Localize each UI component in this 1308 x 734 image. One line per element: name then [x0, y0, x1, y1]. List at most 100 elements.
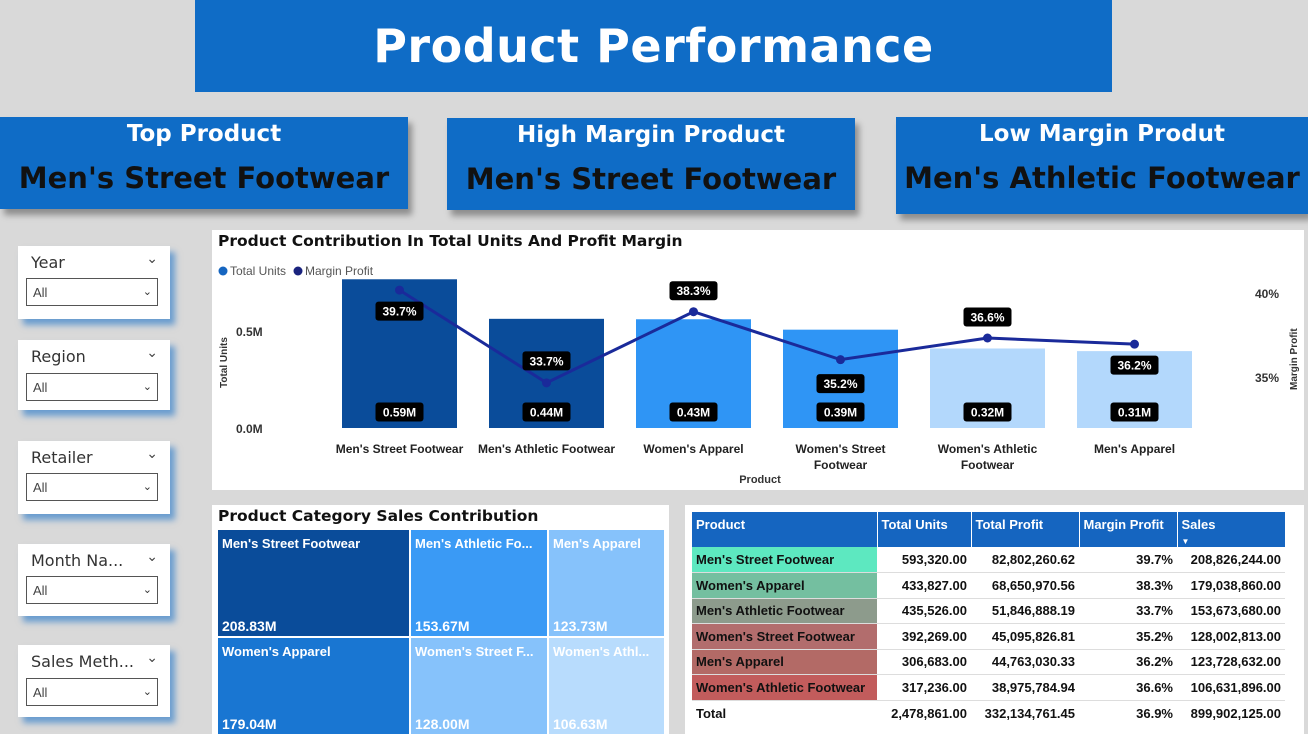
- line-data-label-bg: [816, 374, 865, 394]
- treemap-cell-label: Men's Athletic Fo...: [415, 536, 533, 551]
- slicer-dropdown[interactable]: All ⌄: [26, 473, 158, 501]
- chevron-down-icon: ⌄: [142, 686, 152, 698]
- cell-product: Women's Athletic Footwear: [692, 674, 877, 701]
- slicer-dropdown[interactable]: All ⌄: [26, 576, 158, 604]
- cell-total-units: 317,236.00: [877, 674, 971, 701]
- line-data-label-bg: [669, 281, 718, 301]
- cell-sales: 106,631,896.00: [1177, 674, 1285, 701]
- table-row[interactable]: Men's Street Footwear 593,320.00 82,802,26…: [692, 547, 1285, 573]
- chevron-down-icon[interactable]: ⌄: [146, 649, 158, 665]
- cell-sales: 128,002,813.00: [1177, 623, 1285, 650]
- slicer-dropdown[interactable]: All ⌄: [26, 373, 158, 401]
- x-axis-tick-label: Men's Apparel: [1094, 442, 1175, 456]
- chevron-down-icon[interactable]: ⌄: [146, 344, 158, 360]
- slicer-label: Month Na...: [31, 551, 124, 570]
- chevron-down-icon[interactable]: ⌄: [146, 548, 158, 564]
- combo-chart: Total Units Margin Profit 0.5M 0.0M Tota…: [218, 264, 1300, 486]
- y2-axis-label: Margin Profit: [1289, 328, 1300, 390]
- cell-margin-profit: 39.7%: [1079, 547, 1177, 573]
- treemap-cell[interactable]: Men's Athletic Fo... 153.67M: [411, 530, 547, 636]
- sort-desc-icon: ▼: [1181, 537, 1190, 546]
- treemap-cell[interactable]: Women's Apparel 179.04M: [218, 638, 409, 734]
- col-header-product[interactable]: Product: [692, 512, 878, 547]
- margin-profit-point[interactable]: [1130, 339, 1139, 349]
- slicer-value: All: [33, 583, 48, 598]
- legend-label-margin-profit[interactable]: Margin Profit: [305, 264, 374, 278]
- margin-profit-point[interactable]: [836, 355, 845, 365]
- cell-margin-profit: 36.2%: [1079, 649, 1177, 675]
- table-row[interactable]: Men's Apparel 306,683.00 44,763,030.33 36.2…: [692, 649, 1285, 675]
- cell-total-units: 435,526.00: [877, 598, 971, 624]
- treemap-cell-value: 128.00M: [415, 716, 470, 732]
- treemap-cell-label: Women's Apparel: [222, 644, 331, 659]
- bar-data-label: 0.39M: [824, 406, 857, 420]
- cell-total-units: 593,320.00: [877, 547, 971, 573]
- cell-total-units: 306,683.00: [877, 649, 971, 675]
- treemap-cell-label: Men's Apparel: [553, 536, 641, 551]
- legend-dot-margin-profit: [293, 266, 303, 276]
- treemap-cell[interactable]: Women's Street F... 128.00M: [411, 638, 547, 734]
- cell-sales: 123,728,632.00: [1177, 649, 1285, 675]
- cell-product: Men's Street Footwear: [692, 547, 877, 573]
- cell-total-units: 392,269.00: [877, 623, 971, 650]
- x-axis-tick-label: Women's Athletic: [938, 442, 1038, 456]
- kpi-label: Low Margin Produt: [978, 121, 1226, 147]
- bar-data-label-bg: [816, 402, 865, 422]
- legend-label-total-units[interactable]: Total Units: [230, 264, 286, 278]
- bar-data-label-bg: [1110, 402, 1159, 422]
- col-header-total-units[interactable]: Total Units: [877, 512, 972, 547]
- col-header-sales[interactable]: Sales ▼: [1177, 512, 1286, 547]
- chevron-down-icon[interactable]: ⌄: [146, 445, 158, 461]
- y-axis-tick: 0.0M: [236, 422, 263, 436]
- bar-data-label: 0.59M: [383, 406, 416, 420]
- line-data-label-bg: [1110, 355, 1159, 375]
- total-label: Total: [692, 699, 877, 726]
- margin-profit-point[interactable]: [983, 333, 992, 343]
- slicer-dropdown[interactable]: All ⌄: [26, 278, 158, 306]
- chevron-down-icon[interactable]: ⌄: [146, 250, 158, 266]
- line-data-label-bg: [375, 301, 424, 321]
- col-header-margin-profit[interactable]: Margin Profit: [1079, 512, 1178, 547]
- combo-chart-panel: Product Contribution In Total Units And …: [212, 230, 1304, 490]
- treemap-title: Product Category Sales Contribution: [218, 507, 539, 525]
- treemap-panel: Product Category Sales Contribution Men'…: [212, 505, 669, 734]
- slicer-label: Region: [31, 347, 86, 366]
- treemap-cell[interactable]: Women's Athl... 106.63M: [549, 638, 664, 734]
- slicer-label: Retailer: [31, 448, 93, 467]
- bar-data-label: 0.31M: [1118, 406, 1151, 420]
- kpi-label: High Margin Product: [517, 122, 785, 148]
- cell-product: Women's Street Footwear: [692, 623, 877, 650]
- cell-total-profit: 44,763,030.33: [971, 649, 1079, 675]
- table-row[interactable]: Men's Athletic Footwear 435,526.00 51,846,…: [692, 598, 1285, 624]
- page-title-banner: Product Performance: [195, 0, 1112, 92]
- margin-profit-point[interactable]: [542, 378, 551, 388]
- margin-profit-point[interactable]: [395, 285, 404, 295]
- y2-axis-tick: 35%: [1255, 371, 1279, 385]
- line-data-label-bg: [963, 307, 1012, 327]
- bar-data-label: 0.44M: [530, 406, 563, 420]
- treemap: Men's Street Footwear 208.83M Men's Athlet…: [218, 530, 664, 734]
- cell-margin-profit: 38.3%: [1079, 572, 1177, 599]
- kpi-value: Men's Street Footwear: [18, 161, 390, 195]
- total-margin: 36.9%: [1079, 699, 1177, 726]
- line-data-label: 38.3%: [676, 284, 710, 298]
- x-axis-tick-label: Men's Street Footwear: [336, 442, 464, 456]
- table-row[interactable]: Women's Athletic Footwear 317,236.00 38,97…: [692, 674, 1285, 701]
- bar-data-label-bg: [669, 402, 718, 422]
- table-row[interactable]: Women's Street Footwear 392,269.00 45,095,…: [692, 623, 1285, 650]
- margin-profit-point[interactable]: [689, 307, 698, 317]
- line-data-label: 36.6%: [970, 311, 1004, 325]
- treemap-cell-value: 153.67M: [415, 618, 470, 634]
- bar-data-label: 0.43M: [677, 406, 710, 420]
- table-row[interactable]: Women's Apparel 433,827.00 68,650,970.56 38…: [692, 572, 1285, 599]
- treemap-cell[interactable]: Men's Apparel 123.73M: [549, 530, 664, 636]
- slicer-label: Year: [31, 253, 65, 272]
- slicer-retailer: Retailer ⌄ All ⌄: [18, 441, 170, 514]
- kpi-top-product: Top Product Men's Street Footwear: [0, 117, 408, 209]
- slicer-dropdown[interactable]: All ⌄: [26, 678, 158, 706]
- y2-axis-tick: 40%: [1255, 287, 1279, 301]
- treemap-cell[interactable]: Men's Street Footwear 208.83M: [218, 530, 409, 636]
- y-axis-label: Total Units: [219, 337, 230, 388]
- total-units: 2,478,861.00: [877, 699, 971, 726]
- col-header-total-profit[interactable]: Total Profit: [971, 512, 1080, 547]
